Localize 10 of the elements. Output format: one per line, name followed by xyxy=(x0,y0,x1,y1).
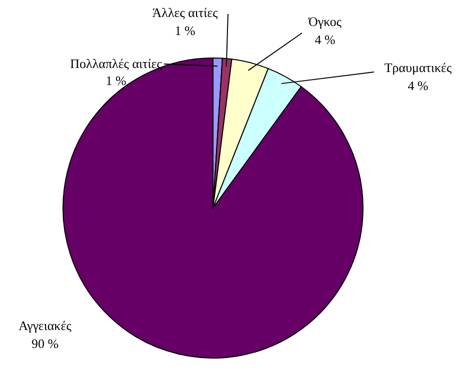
data-label: 90 % xyxy=(31,336,59,351)
data-label: 4 % xyxy=(408,78,428,93)
data-label: 4 % xyxy=(314,32,336,47)
data-label: 1 % xyxy=(106,73,126,88)
slice-label: Άλλες αιτίες xyxy=(152,5,219,20)
data-label: 1 % xyxy=(174,23,196,38)
slice-label: Τραυματικές xyxy=(384,60,453,75)
slice-label: Όγκος xyxy=(307,14,342,29)
slice-label: Αγγειακές xyxy=(18,318,72,333)
slice-label: Πολλαπλές αιτίες xyxy=(70,56,163,71)
